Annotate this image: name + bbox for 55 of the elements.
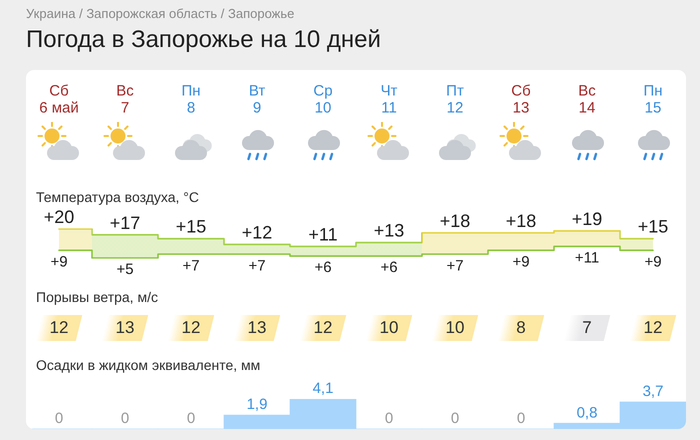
text: Порывы ветра, м/с xyxy=(36,289,158,305)
data-label: 7 xyxy=(582,318,592,338)
data-label: 12 xyxy=(314,318,332,338)
data-label: +9 xyxy=(50,253,68,270)
data-label: 12 xyxy=(182,318,200,338)
data-label: 0 xyxy=(450,410,460,428)
data-label: 8 xyxy=(516,318,526,338)
data-label: +7 xyxy=(446,257,464,274)
data-label: +18 xyxy=(506,210,536,231)
x-tick-label: Пт 12 xyxy=(446,82,464,117)
data-label: +6 xyxy=(380,259,398,276)
data-label: 1,9 xyxy=(246,396,268,414)
data-label: 0 xyxy=(516,410,526,428)
x-tick-label: Вс 14 xyxy=(578,82,596,117)
data-label: 0 xyxy=(384,410,394,428)
data-label: 13 xyxy=(116,318,134,338)
x-tick-label: Пн 15 xyxy=(643,82,663,117)
data-label: +9 xyxy=(512,253,530,270)
data-label: +13 xyxy=(374,220,404,240)
data-label: 0 xyxy=(120,410,130,428)
data-label: 0,8 xyxy=(576,404,598,422)
x-tick-label: Вс 7 xyxy=(116,82,134,117)
data-label: +6 xyxy=(314,259,332,276)
data-label: 3,7 xyxy=(642,383,664,400)
x-tick-label: Чт 11 xyxy=(380,82,398,117)
data-label: +18 xyxy=(440,210,470,231)
y-axis-title: Температура воздуха, °C xyxy=(36,189,199,205)
data-label: +19 xyxy=(572,208,602,229)
data-label: 0 xyxy=(186,410,196,428)
data-label: 12 xyxy=(50,318,68,338)
data-label: +7 xyxy=(182,257,200,274)
data-label: +20 xyxy=(44,206,74,227)
data-label: +17 xyxy=(110,212,140,233)
data-label: +11 xyxy=(574,250,600,267)
data-label: 12 xyxy=(644,318,662,338)
data-label: +5 xyxy=(116,261,134,278)
data-label: +7 xyxy=(248,257,266,274)
data-label: +15 xyxy=(638,216,668,237)
x-tick-label: Сб 13 xyxy=(511,82,531,117)
chart-title: Погода в Запорожье на 10 дней xyxy=(26,26,381,54)
data-label: +11 xyxy=(308,224,338,244)
x-tick-label: Пн 8 xyxy=(181,82,201,117)
x-tick-label: Ср 10 xyxy=(313,82,333,117)
chart-title: Осадки в жидком эквиваленте, мм xyxy=(36,357,260,373)
x-tick-label: Вт 9 xyxy=(248,82,266,117)
data-label: +12 xyxy=(242,222,272,242)
x-tick-label: Сб 6 май xyxy=(39,82,79,117)
data-label: 0 xyxy=(54,410,64,428)
text: Украина / Запорожская область / Запорожье xyxy=(26,6,294,22)
data-label: +9 xyxy=(644,253,662,270)
data-label: +15 xyxy=(176,216,206,237)
data-label: 10 xyxy=(446,318,464,338)
data-label: 10 xyxy=(380,318,398,338)
data-label: 13 xyxy=(248,318,266,338)
data-label: 4,1 xyxy=(312,380,334,398)
